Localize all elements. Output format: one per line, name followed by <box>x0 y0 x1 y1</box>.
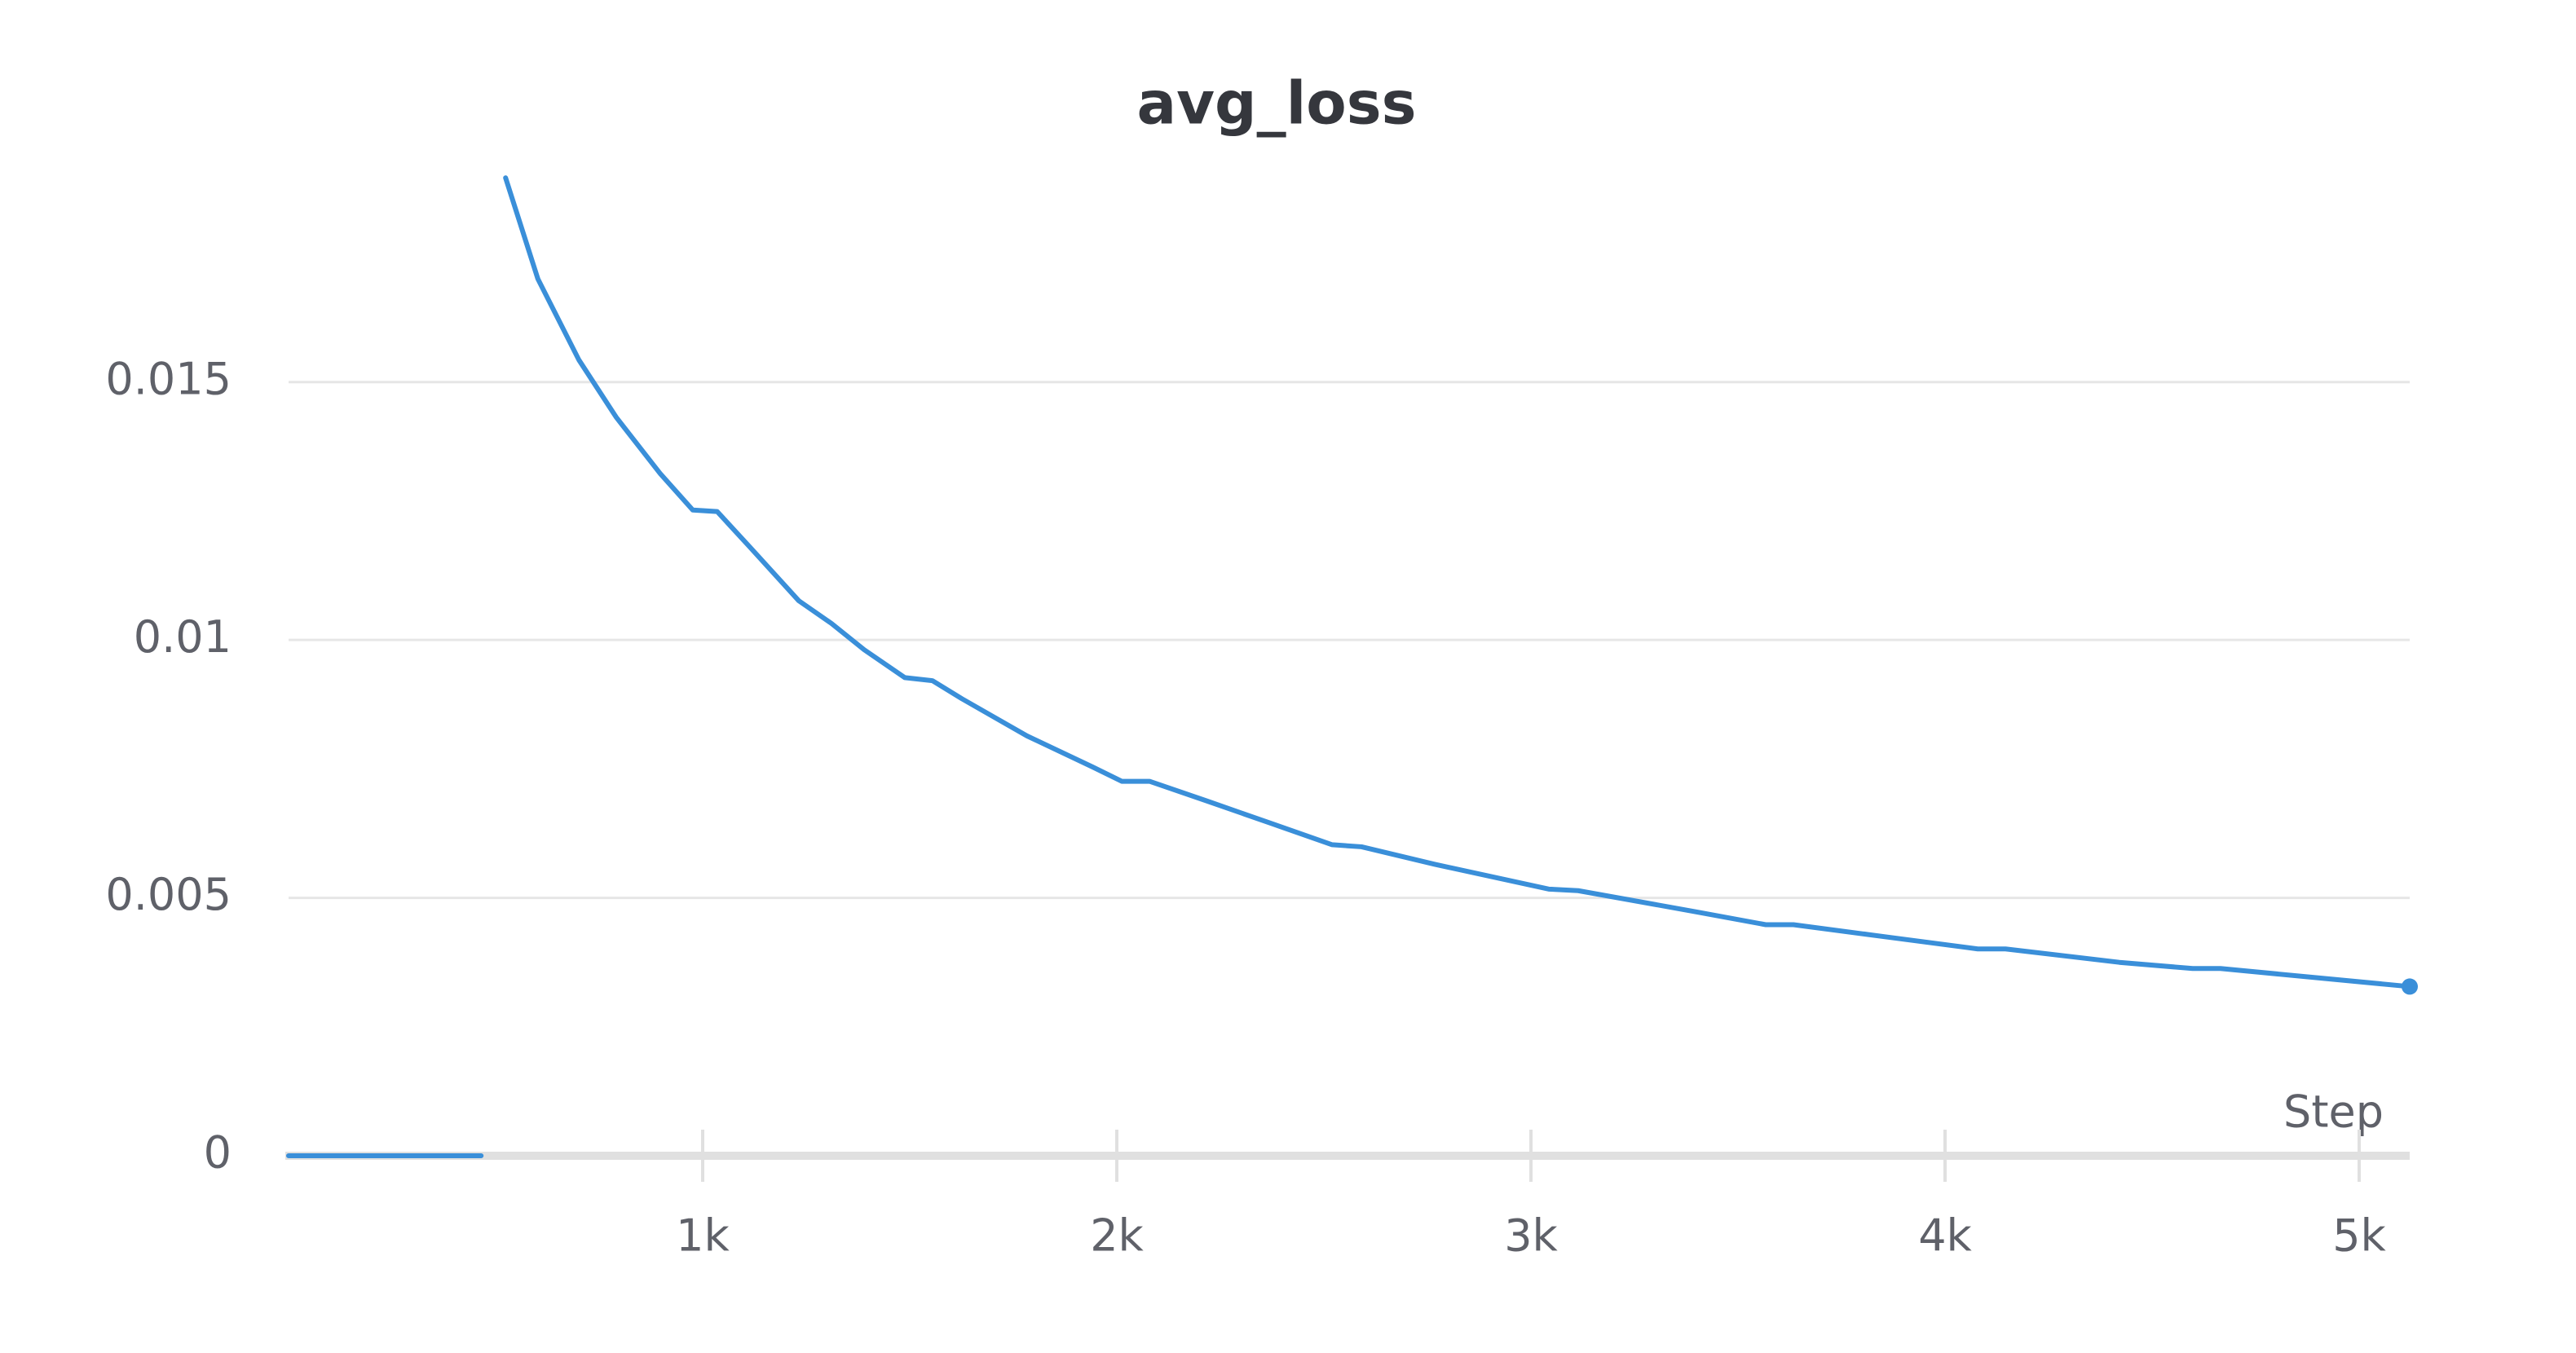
x-tick-label: 1k <box>676 1210 730 1262</box>
y-tick-label: 0.01 <box>134 611 232 663</box>
x-axis-label: Step <box>2283 1086 2384 1138</box>
line <box>286 175 2412 1158</box>
y-tick-label: 0.005 <box>105 869 232 920</box>
chart-title: avg_loss <box>1137 69 1417 138</box>
x-tick-label: 2k <box>1090 1210 1144 1262</box>
x-tick-label: 5k <box>2332 1210 2386 1262</box>
y-tick-label: 0 <box>204 1127 232 1179</box>
last-point <box>2402 978 2418 995</box>
x-tick-label: 3k <box>1504 1210 1558 1262</box>
x-tick-label: 4k <box>1918 1210 1972 1262</box>
y-tick-label: 0.015 <box>105 353 232 404</box>
